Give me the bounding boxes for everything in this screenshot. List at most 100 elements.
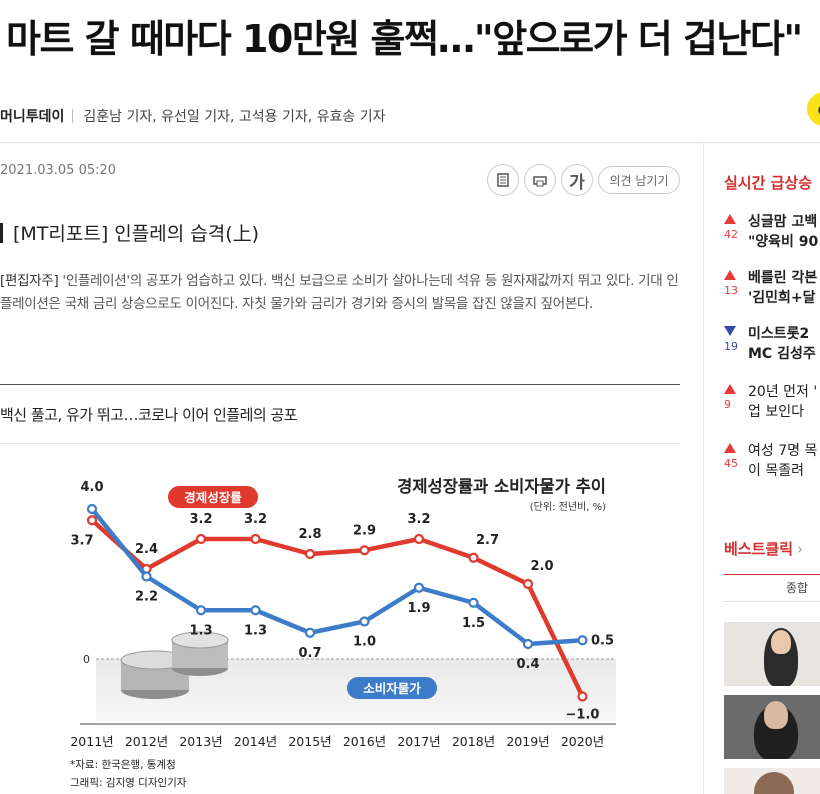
- tab-overall[interactable]: 종합: [786, 581, 809, 595]
- zero-label: 0: [83, 653, 90, 666]
- chart-top-rule: [0, 384, 680, 385]
- kakao-icon[interactable]: ●: [807, 92, 820, 126]
- best-click-label: 베스트클릭: [724, 540, 794, 558]
- print-icon[interactable]: [524, 164, 556, 196]
- subhead-text: [MT리포트] 인플레의 습격(上): [13, 223, 260, 245]
- rank-title-line2: 이 목졸려: [748, 463, 804, 479]
- inflation-chart: 0 경제성장률과 소비자물가 추이 (단위: 전년비, %) 경제성장률 소비자…: [70, 477, 616, 789]
- cpi-value-label: 2.2: [135, 590, 158, 605]
- arrow-up-icon: [724, 214, 736, 224]
- arrow-up-icon: [724, 384, 736, 394]
- legend-cpi-label: 소비자물가: [363, 681, 421, 696]
- rank-change: 13: [724, 284, 738, 297]
- gdp-point: [86, 515, 98, 526]
- header-divider: [0, 142, 820, 143]
- best-thumb-3[interactable]: [724, 768, 820, 794]
- cpi-point: [577, 635, 588, 646]
- cpi-point: [304, 627, 316, 638]
- chart-title: 경제성장률과 소비자물가 추이: [397, 477, 606, 496]
- best-tab-rule: [724, 601, 820, 602]
- cpi-value-label: 0.4: [516, 657, 539, 672]
- cpi-point: [468, 597, 479, 608]
- cpi-value-label: 0.7: [298, 646, 321, 661]
- cpi-value-label: 1.5: [462, 616, 485, 631]
- arrow-up-icon: [724, 270, 736, 280]
- x-tick-label: 2016년: [343, 734, 386, 749]
- x-tick-label: 2014년: [234, 734, 277, 749]
- sidebar-divider: [703, 142, 704, 794]
- realtime-title: 실시간 급상승: [724, 174, 813, 192]
- gdp-value-label: 3.2: [244, 512, 267, 527]
- gdp-point: [468, 552, 479, 563]
- rank-title: 미스트롯2 MC 김성주: [748, 324, 816, 364]
- cpi-point: [195, 605, 207, 616]
- gdp-point: [577, 691, 588, 702]
- x-tick-label: 2019년: [506, 734, 549, 749]
- gdp-point: [304, 548, 316, 560]
- rank-title: 싱글맘 고백 "양육비 90: [748, 212, 818, 252]
- chart-source: *자료: 한국은행, 통계청: [70, 759, 176, 771]
- arrow-down-icon: [724, 326, 736, 336]
- arrow-up-icon: [724, 443, 736, 453]
- cpi-line: [90, 507, 583, 647]
- rank-title-line2: "양육비 90: [748, 234, 819, 250]
- gdp-point: [522, 578, 534, 590]
- best-thumb-1[interactable]: [724, 622, 820, 686]
- gdp-value-label: −1.0: [566, 708, 600, 723]
- subhead-bar: [0, 222, 3, 243]
- thumb-face: [764, 701, 788, 729]
- thumb-person: [754, 772, 794, 794]
- gdp-value-label: 2.0: [530, 559, 553, 574]
- cpi-value-label: 1.3: [244, 623, 267, 638]
- cpi-value-label: 1.0: [353, 635, 376, 650]
- chart-caption: 백신 풀고, 유가 뛰고…코로나 이어 인플레의 공포: [0, 406, 298, 424]
- gdp-value-label: 2.8: [298, 527, 321, 542]
- rank-title-line1: 베를린 각본: [748, 270, 818, 286]
- chart-credit: 그래픽: 김지영 디자인기자: [70, 777, 187, 789]
- legend-gdp: 경제성장률: [168, 486, 258, 508]
- best-click-title[interactable]: 베스트클릭 ›: [724, 538, 803, 559]
- chart-unit: (단위: 전년비, %): [530, 500, 606, 513]
- gdp-point: [250, 533, 261, 545]
- cpi-point: [250, 605, 261, 616]
- coins-illustration: [120, 631, 229, 699]
- legend-gdp-label: 경제성장률: [184, 490, 242, 505]
- gdp-value-label: 2.7: [476, 533, 499, 548]
- cpi-point: [141, 571, 152, 582]
- rank-title: 20년 먼저 ' 업 보인다: [748, 382, 817, 422]
- article-date: 2021.03.05 05:20: [0, 163, 117, 178]
- chevron-right-icon: ›: [797, 540, 804, 558]
- gdp-value-label: 3.2: [407, 512, 430, 527]
- comment-button[interactable]: 의견 남기기: [598, 166, 680, 194]
- x-tick-label: 2015년: [288, 734, 331, 749]
- gdp-value-label: 3.2: [189, 512, 212, 527]
- editor-tag: [편집자주]: [0, 273, 59, 289]
- cpi-point: [522, 638, 534, 650]
- byline: 머니투데이 김훈남 기자, 유선일 기자, 고석용 기자, 유효송 기자: [0, 100, 386, 132]
- press-name[interactable]: 머니투데이: [0, 109, 65, 125]
- print-list-icon[interactable]: [487, 164, 519, 196]
- thumb-face: [771, 630, 791, 654]
- reporters: 김훈남 기자, 유선일 기자, 고석용 기자, 유효송 기자: [83, 109, 386, 125]
- rank-change: 45: [724, 457, 738, 470]
- font-size-icon[interactable]: 가: [561, 164, 593, 196]
- best-thumb-2[interactable]: [724, 695, 820, 759]
- gdp-value-label: 2.9: [353, 523, 376, 538]
- rank-title-line2: MC 김성주: [748, 346, 816, 362]
- gdp-point: [413, 533, 425, 545]
- editor-note-text: '인플레이션'의 공포가 엄습하고 있다. 백신 보급으로 소비가 살아나는데 …: [0, 273, 679, 312]
- gdp-point: [359, 545, 370, 556]
- cpi-point: [413, 582, 425, 593]
- rank-title-line2: '김민희+달: [748, 290, 816, 306]
- cpi-value-label: 1.9: [407, 601, 430, 616]
- rank-title-line1: 미스트롯2: [748, 326, 810, 342]
- gdp-point: [195, 533, 207, 545]
- gdp-value-label: 2.4: [135, 542, 158, 557]
- x-tick-label: 2018년: [452, 734, 495, 749]
- rank-change: 42: [724, 228, 738, 241]
- cpi-value-label: 0.5: [591, 633, 614, 648]
- byline-divider: [72, 109, 74, 123]
- article-headline: 마트 갈 때마다 10만원 훌쩍…"앞으로가 더 겁난다": [6, 17, 803, 61]
- legend-cpi: 소비자물가: [347, 677, 437, 699]
